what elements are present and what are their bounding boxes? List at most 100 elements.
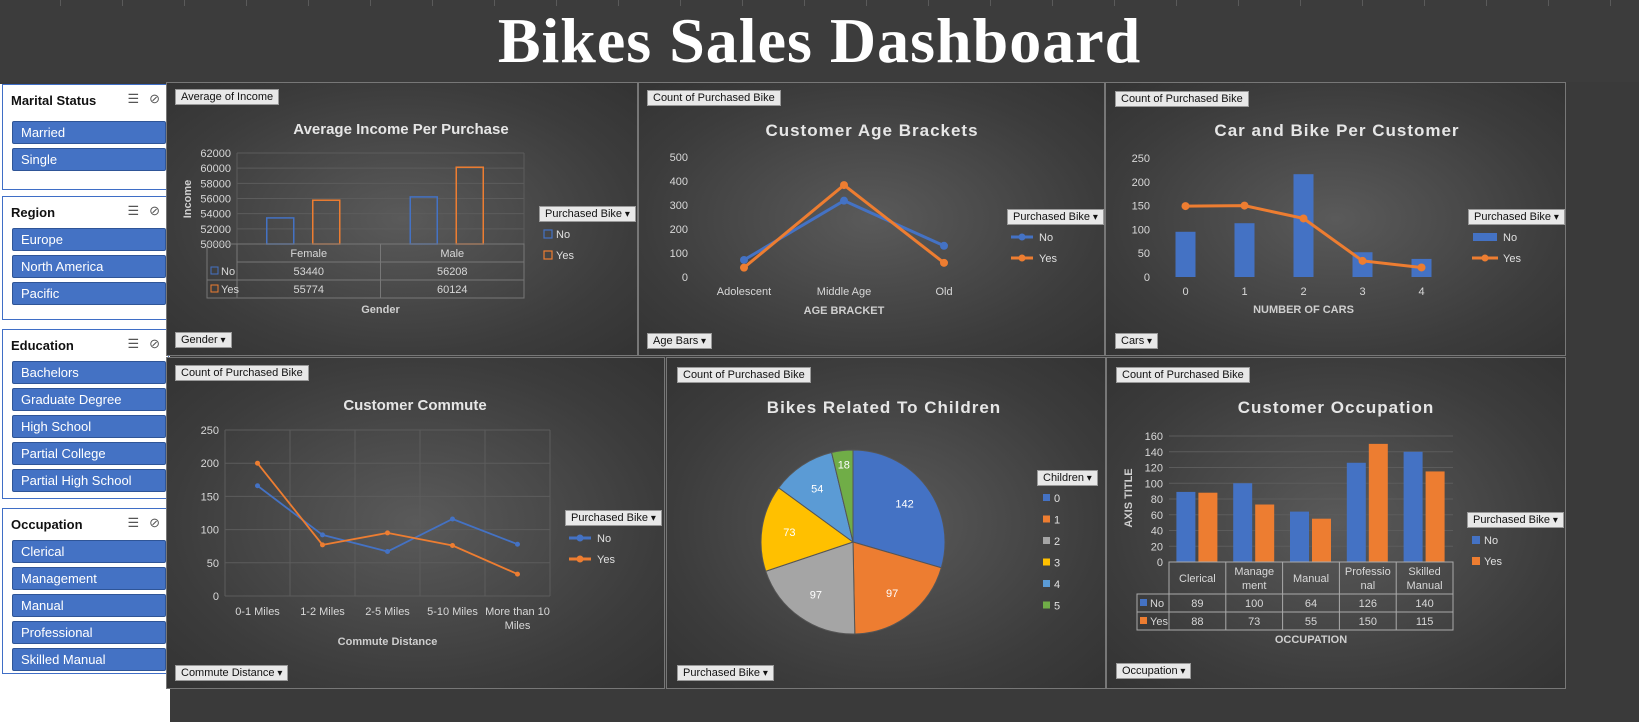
slicer-item[interactable]: Graduate Degree [12, 388, 166, 411]
clear-filter-icon[interactable]: ⊘ [149, 336, 160, 351]
slicer-title: Occupation [11, 517, 83, 532]
slicer-title: Education [11, 338, 74, 353]
data-table [206, 243, 525, 299]
field-button[interactable]: Count of Purchased Bike [677, 367, 811, 383]
legend-swatch [1043, 494, 1050, 501]
data-label: 97 [886, 588, 898, 600]
bar [455, 166, 484, 245]
data-label: 73 [783, 527, 795, 539]
legend-filter-button[interactable]: Purchased Bike [1467, 512, 1564, 528]
data-point [740, 263, 748, 272]
sheet-gridline [556, 0, 557, 6]
slicer-item[interactable]: North America [12, 255, 166, 278]
y-tick-label: 54000 [200, 209, 231, 221]
legend-filter-button[interactable]: Children [1037, 470, 1098, 486]
axis-field-button[interactable]: Gender [175, 332, 232, 348]
legend-swatch [543, 229, 553, 239]
slicer-item[interactable]: Married [12, 121, 166, 144]
sheet-gridline [308, 0, 309, 6]
x-tick-label: 3 [1359, 286, 1365, 298]
bar [1233, 483, 1253, 562]
bar [312, 199, 341, 245]
multi-select-icon[interactable]: ☰ [127, 203, 140, 218]
data-point [740, 255, 748, 264]
pie-slice [852, 541, 942, 635]
sheet-gridline [494, 0, 495, 6]
slicer-item[interactable]: Clerical [12, 540, 166, 563]
multi-select-icon[interactable]: ☰ [127, 336, 140, 351]
table-cell: 60124 [437, 284, 468, 296]
y-tick-label: 200 [201, 458, 219, 470]
legend-marker [576, 534, 584, 542]
legend-marker [1481, 254, 1489, 262]
legend-filter-button[interactable]: Purchased Bike [1007, 209, 1104, 225]
slicer-item[interactable]: Bachelors [12, 361, 166, 384]
category-label: Male [440, 248, 464, 260]
slicer-item[interactable]: Manual [12, 594, 166, 617]
category-label: Manual [1293, 573, 1329, 585]
field-button[interactable]: Count of Purchased Bike [1115, 91, 1249, 107]
x-axis-label: NUMBER OF CARS [1253, 304, 1354, 316]
clear-filter-icon[interactable]: ⊘ [149, 91, 160, 106]
y-tick-label: 50 [1138, 248, 1150, 260]
slicer-item[interactable]: Europe [12, 228, 166, 251]
legend-marker [1018, 233, 1026, 241]
x-tick-label: 5-10 Miles [427, 606, 478, 618]
data-point [320, 542, 325, 548]
multi-select-icon[interactable]: ☰ [127, 91, 140, 106]
y-tick-label: 100 [1145, 478, 1163, 490]
slicer-item[interactable]: Management [12, 567, 166, 590]
field-button[interactable]: Count of Purchased Bike [647, 90, 781, 106]
sheet-gridline [1362, 0, 1363, 6]
multi-select-icon[interactable]: ☰ [127, 515, 140, 530]
data-point [1417, 263, 1426, 272]
legend-filter-button[interactable]: Purchased Bike [565, 510, 662, 526]
sheet-gridline [1052, 0, 1053, 6]
legend-filter-button[interactable]: Purchased Bike [539, 206, 636, 222]
legend-swatch [1043, 580, 1050, 587]
legend-label: Yes [1039, 253, 1057, 265]
data-label: 18 [838, 459, 850, 471]
slicer-item[interactable]: Professional [12, 621, 166, 644]
field-button[interactable]: Count of Purchased Bike [1116, 367, 1250, 383]
clear-filter-icon[interactable]: ⊘ [149, 203, 160, 218]
slicer-item[interactable]: Partial High School [12, 469, 166, 492]
clear-filter-icon[interactable]: ⊘ [149, 515, 160, 530]
sheet-gridline [1300, 0, 1301, 6]
category-label: Professio [1345, 566, 1391, 578]
field-button[interactable]: Count of Purchased Bike [175, 365, 309, 381]
table-cell: 88 [1191, 616, 1203, 628]
slicer-item[interactable]: High School [12, 415, 166, 438]
slicer-toolbar: ☰ ⊘ [127, 336, 160, 352]
field-button[interactable]: Average of Income [175, 89, 280, 105]
axis-field-button[interactable]: Occupation [1116, 663, 1192, 679]
legend-filter-button[interactable]: Purchased Bike [1468, 209, 1565, 225]
sheet-gridline [1176, 0, 1177, 6]
bar [1198, 492, 1218, 562]
legend-label: No [1039, 232, 1053, 244]
y-tick-label: 100 [201, 525, 219, 537]
table-cell: 55 [1305, 616, 1317, 628]
slicer-education: Education ☰ ⊘ Bachelors Graduate Degree High … [2, 329, 169, 499]
table-cell: 150 [1359, 616, 1377, 628]
slicer-item[interactable]: Single [12, 148, 166, 171]
y-tick-label: 50000 [200, 239, 231, 251]
slicer-item[interactable]: Pacific [12, 282, 166, 305]
bar [1176, 491, 1196, 562]
table-swatch [1140, 617, 1147, 624]
slicer-item[interactable]: Skilled Manual [12, 648, 166, 671]
chart-svg: Car and Bike Per Customer 0 50 100 150 200 250… [1132, 121, 1522, 316]
x-tick-label: 0 [1182, 286, 1188, 298]
axis-field-button[interactable]: Cars [1115, 333, 1159, 349]
axis-field-button[interactable]: Age Bars [647, 333, 713, 349]
table-cell: 100 [1245, 598, 1263, 610]
legend-label: Yes [1503, 253, 1521, 265]
axis-field-button[interactable]: Commute Distance [175, 665, 289, 681]
x-tick-label: 0-1 Miles [235, 606, 280, 618]
legend-label: No [1484, 535, 1498, 547]
y-tick-label: 150 [201, 491, 219, 503]
slicer-item[interactable]: Partial College [12, 442, 166, 465]
pie-slice [830, 449, 854, 543]
purchased-bike-filter-button[interactable]: Purchased Bike [677, 665, 774, 681]
slicer-title: Region [11, 205, 56, 220]
